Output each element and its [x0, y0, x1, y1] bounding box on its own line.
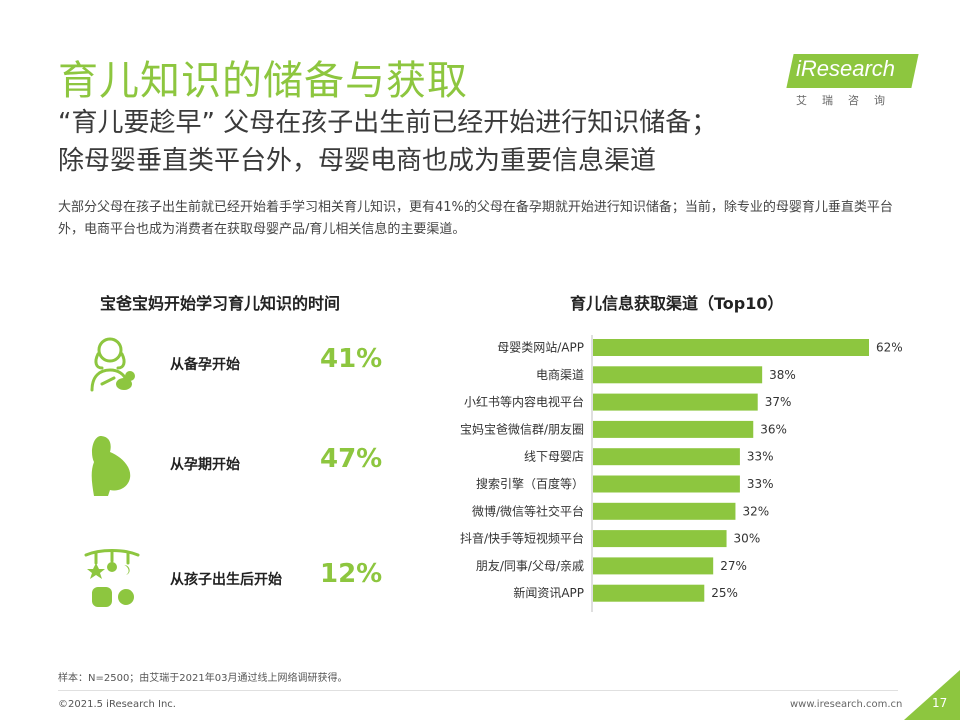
bar: [593, 502, 736, 520]
stage-label: 从备孕开始: [170, 357, 240, 373]
subtitle-line-1: “育儿要趁早” 父母在孩子出生前已经开始进行知识储备；: [58, 108, 718, 138]
page-number: 17: [932, 696, 948, 710]
stage-row: 从孕期开始 47%: [80, 432, 400, 502]
category-label: 电商渠道: [536, 367, 584, 382]
value-label: 36%: [760, 422, 787, 436]
category-label: 母婴类网站/APP: [497, 341, 584, 355]
stage-percentage: 47%: [320, 444, 383, 474]
iresearch-logo: iResearch 艾瑞咨询: [786, 54, 919, 112]
value-label: 33%: [747, 477, 774, 491]
bar: [593, 420, 754, 438]
pregnant-icon: [91, 436, 131, 496]
crib-mobile-icon: [84, 549, 140, 607]
website-link[interactable]: www.iresearch.com.cn: [790, 699, 903, 710]
copyright: ©2021.5 iResearch Inc.: [58, 699, 176, 710]
stage-row: 从备孕开始 41%: [80, 332, 400, 402]
stage-percentage: 41%: [320, 344, 383, 374]
value-label: 38%: [769, 368, 796, 382]
category-label: 宝妈宝爸微信群/朋友圈: [460, 422, 584, 436]
stage-label: 从孩子出生后开始: [170, 572, 282, 588]
bar: [593, 339, 869, 356]
bar: [593, 557, 714, 575]
value-label: 32%: [742, 504, 769, 518]
left-panel-title: 宝爸宝妈开始学习育儿知识的时间: [100, 294, 341, 313]
value-label: 37%: [765, 395, 792, 409]
bar: [593, 366, 763, 384]
chart-title: 育儿信息获取渠道（Top10）: [570, 294, 784, 313]
value-label: 27%: [720, 559, 747, 573]
category-label: 小红书等内容电视平台: [464, 394, 584, 409]
logo-text: iResearch: [796, 56, 896, 81]
subtitle-line-2: 除母婴垂直类平台外，母婴电商也成为重要信息渠道: [58, 146, 657, 176]
mother-baby-icon: [90, 337, 135, 392]
channel-bar-chart: 母婴类网站/APP 62% 电商渠道 38% 小红书等内容电视平台 37% 宝妈宝爸微信群/…: [460, 335, 903, 612]
stage-label: 从孕期开始: [170, 457, 240, 473]
value-label: 25%: [711, 586, 738, 600]
bar: [593, 475, 740, 493]
category-label: 朋友/同事/父母/亲戚: [476, 559, 584, 573]
value-label: 33%: [747, 450, 774, 464]
bar: [593, 393, 758, 411]
category-label: 新闻资讯APP: [513, 585, 584, 600]
intro-paragraph: 大部分父母在孩子出生前就已经开始着手学习相关育儿知识，更有41%的父母在备孕期就…: [58, 200, 893, 237]
value-label: 30%: [734, 532, 761, 546]
category-label: 搜索引擎（百度等）: [476, 476, 584, 491]
stage-row: 从孩子出生后开始 12%: [80, 547, 400, 617]
category-label: 微博/微信等社交平台: [472, 503, 584, 518]
subtitle: “育儿要趁早” 父母在孩子出生前已经开始进行知识储备； 除母婴垂直类平台外，母婴…: [58, 104, 717, 180]
page-corner-decoration: [904, 670, 960, 720]
footer-divider: [58, 690, 898, 691]
bar: [593, 448, 740, 466]
bar: [593, 584, 705, 602]
stage-percentage: 12%: [320, 559, 383, 589]
value-label: 62%: [876, 341, 903, 355]
sample-note: 样本：N=2500；由艾瑞于2021年03月通过线上网络调研获得。: [58, 673, 348, 684]
bar: [593, 530, 727, 548]
category-label: 线下母婴店: [524, 450, 584, 464]
page-title: 育儿知识的储备与获取: [58, 58, 468, 104]
category-label: 抖音/快手等短视频平台: [460, 531, 584, 546]
logo-subtext: 艾瑞咨询: [796, 94, 900, 107]
